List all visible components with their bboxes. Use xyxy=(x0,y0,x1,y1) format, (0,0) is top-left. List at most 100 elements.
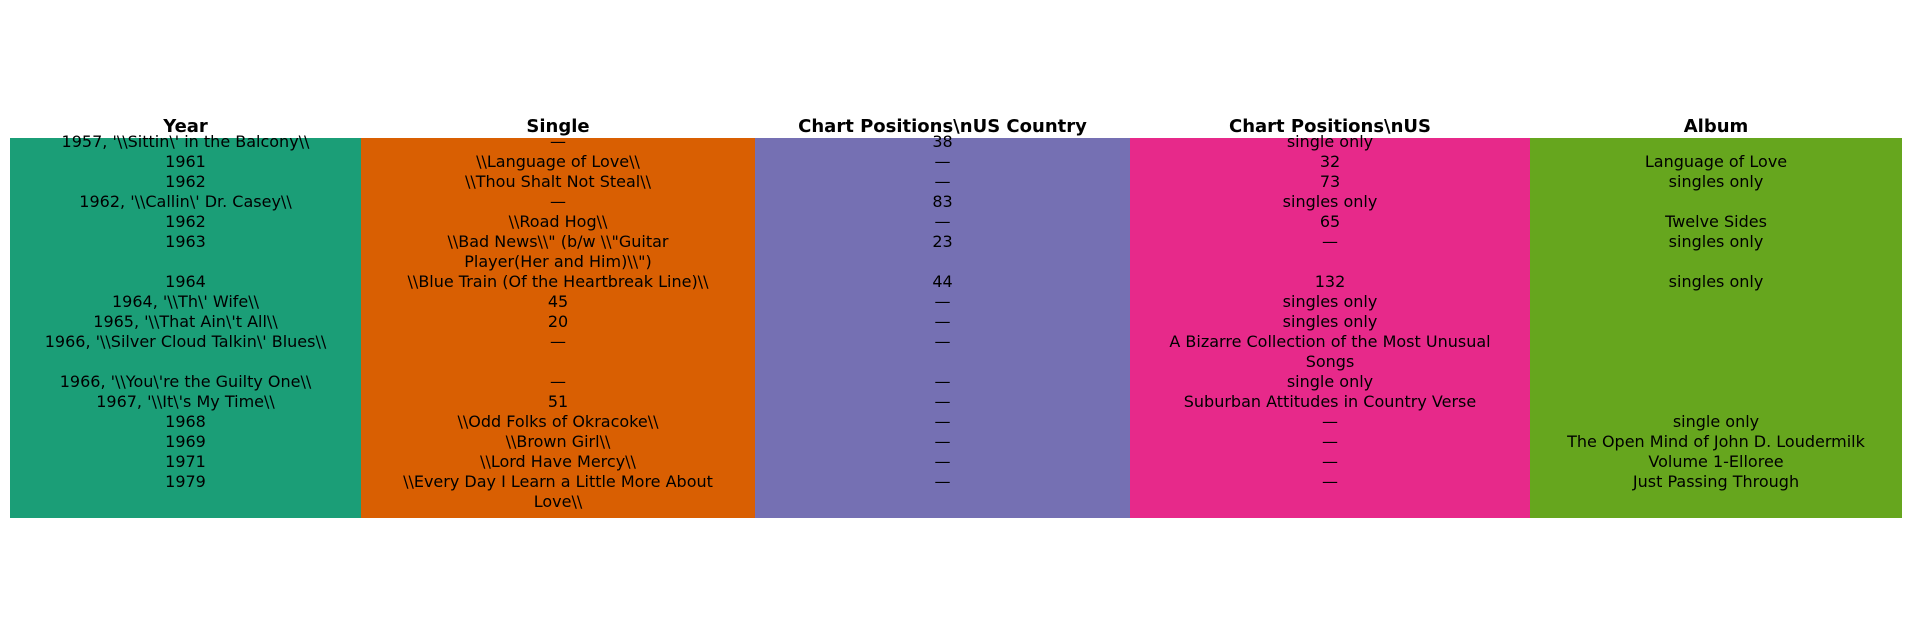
table-cell: \\Language of Love\\ xyxy=(361,152,755,172)
table-cell: 1966, '\\Silver Cloud Talkin\' Blues\\ xyxy=(10,332,361,372)
table-cell-text: \\Thou Shalt Not Steal\\ xyxy=(464,172,652,191)
table-cell xyxy=(1530,312,1902,332)
table-cell-text: — xyxy=(1322,412,1338,431)
table-cell: \\Odd Folks of Okracoke\\ xyxy=(361,412,755,432)
table-cell: — xyxy=(755,412,1130,432)
table-cell xyxy=(1530,372,1902,392)
table-cell: A Bizarre Collection of the Most Unusual… xyxy=(1130,332,1530,372)
table-cell: — xyxy=(361,132,755,152)
table-cell-text: — xyxy=(934,452,951,471)
table-cell-text: 1964 xyxy=(165,272,206,291)
table-cell: Volume 1-Elloree xyxy=(1530,452,1902,472)
table-cell-text: 20 xyxy=(547,312,569,331)
table-cell: 45 xyxy=(361,292,755,312)
table-cell: singles only xyxy=(1530,172,1902,192)
table-cell: 1962 xyxy=(10,212,361,232)
table-cell: 1964 xyxy=(10,272,361,292)
column-background-3 xyxy=(1130,138,1530,518)
table-cell: — xyxy=(755,332,1130,372)
table-cell-text: \\Road Hog\\ xyxy=(508,212,608,231)
table-cell: 1969 xyxy=(10,432,361,452)
table-cell-text: 132 xyxy=(1314,272,1346,291)
table-cell-text: 1979 xyxy=(165,472,206,491)
table-cell: — xyxy=(1130,232,1530,272)
table-cell-text: 44 xyxy=(932,272,953,291)
table-cell-text: single only xyxy=(1286,132,1374,151)
table-cell: singles only xyxy=(1130,192,1530,212)
table-cell-text: 1967, '\\It\'s My Time\\ xyxy=(96,392,275,411)
column-header: Chart Positions\nUS xyxy=(1229,116,1431,137)
table-cell-text: — xyxy=(1322,472,1338,491)
table-cell-text: The Open Mind of John D. Loudermilk xyxy=(1567,432,1865,451)
table-cell: 132 xyxy=(1130,272,1530,292)
table-cell-text: — xyxy=(934,332,951,351)
table-cell-text: — xyxy=(1322,452,1338,471)
table-cell: singles only xyxy=(1530,232,1902,272)
table-cell: \\Lord Have Mercy\\ xyxy=(361,452,755,472)
table-cell: singles only xyxy=(1130,292,1530,312)
table-cell: 73 xyxy=(1130,172,1530,192)
table-cell: — xyxy=(755,212,1130,232)
table-cell-text: \\Bad News\\" (b/w \\"Guitar Player(Her … xyxy=(447,232,669,271)
table-cell: Just Passing Through xyxy=(1530,472,1902,512)
table-cell: — xyxy=(755,172,1130,192)
table-cell-text: 1963 xyxy=(165,232,206,251)
table-cell: 65 xyxy=(1130,212,1530,232)
table-cell: — xyxy=(361,372,755,392)
table-cell-text: singles only xyxy=(1282,312,1378,331)
table-cell: 1967, '\\It\'s My Time\\ xyxy=(10,392,361,412)
table-cell-text: single only xyxy=(1286,372,1374,391)
table-cell: 1961 xyxy=(10,152,361,172)
table-cell: — xyxy=(1130,452,1530,472)
table-cell: — xyxy=(361,332,755,372)
table-cell: Suburban Attitudes in Country Verse xyxy=(1130,392,1530,412)
table-cell-text: 1966, '\\Silver Cloud Talkin\' Blues\\ xyxy=(44,332,327,351)
table-cell: 1963 xyxy=(10,232,361,272)
table-cell-text: 23 xyxy=(932,232,953,251)
table-cell: \\Every Day I Learn a Little More About … xyxy=(361,472,755,512)
table-cell-text: \\Blue Train (Of the Heartbreak Line)\\ xyxy=(407,272,709,291)
table-cell: 32 xyxy=(1130,152,1530,172)
table-cell-text: 1962 xyxy=(165,212,206,231)
table-cell: — xyxy=(755,392,1130,412)
table-cell xyxy=(1530,292,1902,312)
table-cell: 38 xyxy=(755,132,1130,152)
table-cell-text: Twelve Sides xyxy=(1665,212,1767,231)
column-header: Chart Positions\nUS Country xyxy=(798,116,1087,137)
table-cell: The Open Mind of John D. Loudermilk xyxy=(1530,432,1902,452)
table-cell-text: \\Language of Love\\ xyxy=(476,152,640,171)
table-cell-text: singles only xyxy=(1668,172,1764,191)
table-cell-text: singles only xyxy=(1282,192,1378,211)
table-cell-text: — xyxy=(934,152,951,171)
table-cell xyxy=(1530,332,1902,372)
table-cell-text: — xyxy=(934,372,951,391)
table-cell xyxy=(1530,392,1902,412)
table-cell: 1965, '\\That Ain\'t All\\ xyxy=(10,312,361,332)
table-cell: \\Thou Shalt Not Steal\\ xyxy=(361,172,755,192)
table-cell-text: — xyxy=(550,192,566,211)
table-cell-text: 1966, '\\You\'re the Guilty One\\ xyxy=(59,372,312,391)
table-cell: — xyxy=(755,432,1130,452)
table-cell: Twelve Sides xyxy=(1530,212,1902,232)
table-cell-text: 32 xyxy=(1319,152,1341,171)
table-cell-text: Language of Love xyxy=(1644,152,1788,171)
table-cell-text: \\Every Day I Learn a Little More About … xyxy=(403,472,713,511)
column-header: Single xyxy=(526,116,590,137)
column-background-4 xyxy=(1530,138,1902,518)
table-cell-text: Volume 1-Elloree xyxy=(1648,452,1784,471)
table-cell-text: 1957, '\\Sittin\' in the Balcony\\ xyxy=(61,132,310,151)
table-cell-text: 1968 xyxy=(165,412,206,431)
table-cell-text: 1971 xyxy=(165,452,206,471)
table-cell: 23 xyxy=(755,232,1130,272)
table-cell-text: — xyxy=(934,212,951,231)
table-cell-text: 45 xyxy=(547,292,569,311)
table-cell-text: \\Lord Have Mercy\\ xyxy=(480,452,636,471)
table-cell: — xyxy=(755,152,1130,172)
table-cell: \\Road Hog\\ xyxy=(361,212,755,232)
table-cell-text: singles only xyxy=(1282,292,1378,311)
table-cell: — xyxy=(1130,412,1530,432)
table-cell-text: — xyxy=(934,392,951,411)
table-cell: single only xyxy=(1130,132,1530,152)
column-background-1 xyxy=(361,138,755,518)
table-cell: — xyxy=(755,472,1130,512)
